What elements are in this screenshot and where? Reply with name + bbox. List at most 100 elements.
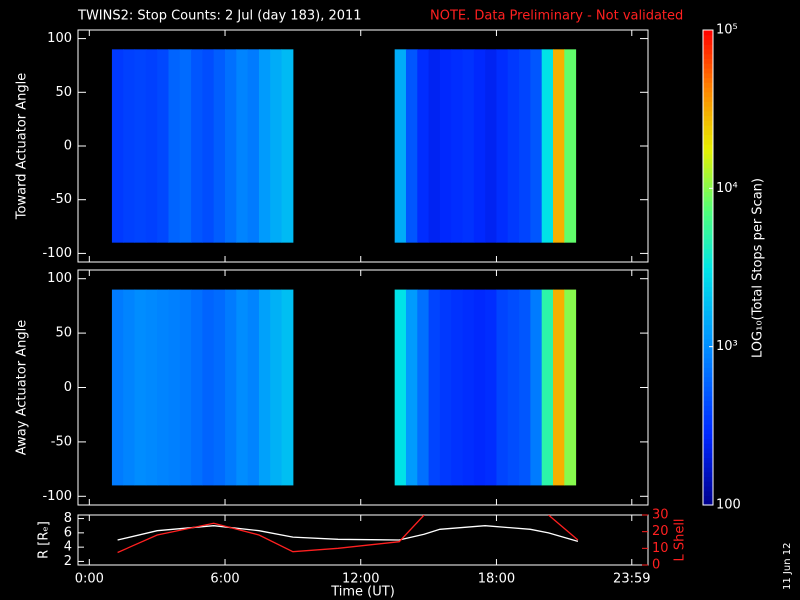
heatmap-cell <box>530 289 543 486</box>
heatmap-cell <box>247 49 260 243</box>
colorbar-segment <box>703 443 713 449</box>
y-tick-label: 100 <box>47 31 72 46</box>
heatmap-cell <box>485 49 497 243</box>
y-axis-label: Away Actuator Angle <box>15 320 30 455</box>
heatmap-cell <box>145 49 158 243</box>
colorbar-segment <box>703 34 713 41</box>
heatmap-cell <box>507 289 520 486</box>
colorbar-segment <box>703 229 713 235</box>
colorbar-segment <box>703 343 713 349</box>
colorbar-segment <box>703 210 713 216</box>
colorbar-segment <box>703 177 713 183</box>
colorbar-segment <box>703 315 713 321</box>
colorbar-segment <box>703 58 713 64</box>
heatmap-cell <box>417 49 430 243</box>
y-tick-label: -100 <box>42 246 72 261</box>
colorbar-segment <box>703 386 713 392</box>
heatmap-cell <box>157 289 169 486</box>
colorbar-segment <box>703 400 713 406</box>
colorbar-segment <box>703 319 713 326</box>
x-tick-label: 6:00 <box>210 572 239 587</box>
colorbar-segment <box>703 391 713 397</box>
y-tick-label: 2 <box>64 554 72 569</box>
chart-title: TWINS2: Stop Counts: 2 Jul (day 183), 20… <box>77 9 362 24</box>
heatmap-cell <box>270 289 283 486</box>
heatmap-cell <box>519 49 531 243</box>
colorbar-segment <box>703 182 713 188</box>
colorbar-segment <box>703 329 713 335</box>
heatmap-cell <box>191 49 203 243</box>
colorbar-segment <box>703 486 713 492</box>
colorbar-segment <box>703 39 713 45</box>
heatmap-cell <box>168 289 181 486</box>
heatmap-cell <box>157 49 169 243</box>
heatmap-cell <box>179 49 192 243</box>
colorbar-segment <box>703 452 713 459</box>
colorbar-segment <box>703 106 713 112</box>
colorbar-segment <box>703 191 713 197</box>
colorbar-segment <box>703 457 713 463</box>
heatmap-cell <box>281 289 294 486</box>
heatmap-cell <box>213 289 226 486</box>
heatmap-cell <box>519 289 531 486</box>
heatmap-cell <box>202 289 215 486</box>
colorbar-segment <box>703 481 713 487</box>
colorbar-segment <box>703 215 713 221</box>
heatmap-cell <box>553 289 565 486</box>
orbit-line <box>117 515 579 554</box>
heatmap-cell <box>281 49 294 243</box>
x-tick-label: 18:00 <box>478 572 515 587</box>
colorbar-segment <box>703 362 713 368</box>
colorbar-segment <box>703 500 713 506</box>
heatmap-cell <box>202 49 215 243</box>
heatmap-cell <box>451 49 464 243</box>
colorbar-segment <box>703 82 713 88</box>
colorbar-segment <box>703 414 713 421</box>
colorbar-segment <box>703 87 713 93</box>
heatmap-cell <box>123 289 136 486</box>
colorbar-segment <box>703 419 713 425</box>
colorbar-segment <box>703 196 713 202</box>
heatmap-cell <box>111 49 124 243</box>
colorbar-segment <box>703 281 713 288</box>
colorbar-segment <box>703 153 713 159</box>
colorbar-segment <box>703 44 713 50</box>
colorbar-segment <box>703 291 713 297</box>
colorbar-segment <box>703 101 713 107</box>
heatmap-cell <box>134 49 147 243</box>
colorbar-segment <box>703 129 713 136</box>
note: NOTE. Data Preliminary - Not validated <box>430 9 683 24</box>
y2-tick-label: 30 <box>652 508 669 523</box>
colorbar-tick-label: 10³ <box>716 339 738 354</box>
colorbar-segment <box>703 239 713 245</box>
colorbar-segment <box>703 353 713 359</box>
heatmap-cell <box>417 289 430 486</box>
heatmap-cell <box>247 289 260 486</box>
heatmap-cell <box>564 49 577 243</box>
colorbar-segment <box>703 77 713 83</box>
colorbar-segment <box>703 433 713 440</box>
colorbar-segment <box>703 296 713 302</box>
colorbar-segment <box>703 253 713 259</box>
heatmap-cell <box>541 49 554 243</box>
heatmap-cell <box>270 49 283 243</box>
colorbar-segment <box>703 262 713 269</box>
heatmap-cell <box>405 49 418 243</box>
y2-tick-label: 0 <box>652 558 660 573</box>
colorbar-segment <box>703 310 713 316</box>
heatmap-cell <box>439 49 452 243</box>
heatmap-cell <box>553 49 565 243</box>
colorbar-segment <box>703 334 713 340</box>
orbit-line <box>117 525 579 543</box>
colorbar-segment <box>703 395 713 402</box>
colorbar-segment <box>703 30 713 36</box>
date-stamp: 11 Jun 12 <box>782 543 793 590</box>
y-tick-label: 50 <box>55 85 72 100</box>
y-axis-label: R [Rₑ] <box>37 521 52 559</box>
heatmap-cell <box>405 289 418 486</box>
y-tick-label: 8 <box>64 511 72 526</box>
heatmap-cell <box>473 289 486 486</box>
y-tick-label: -50 <box>51 192 72 207</box>
colorbar-segment <box>703 220 713 226</box>
